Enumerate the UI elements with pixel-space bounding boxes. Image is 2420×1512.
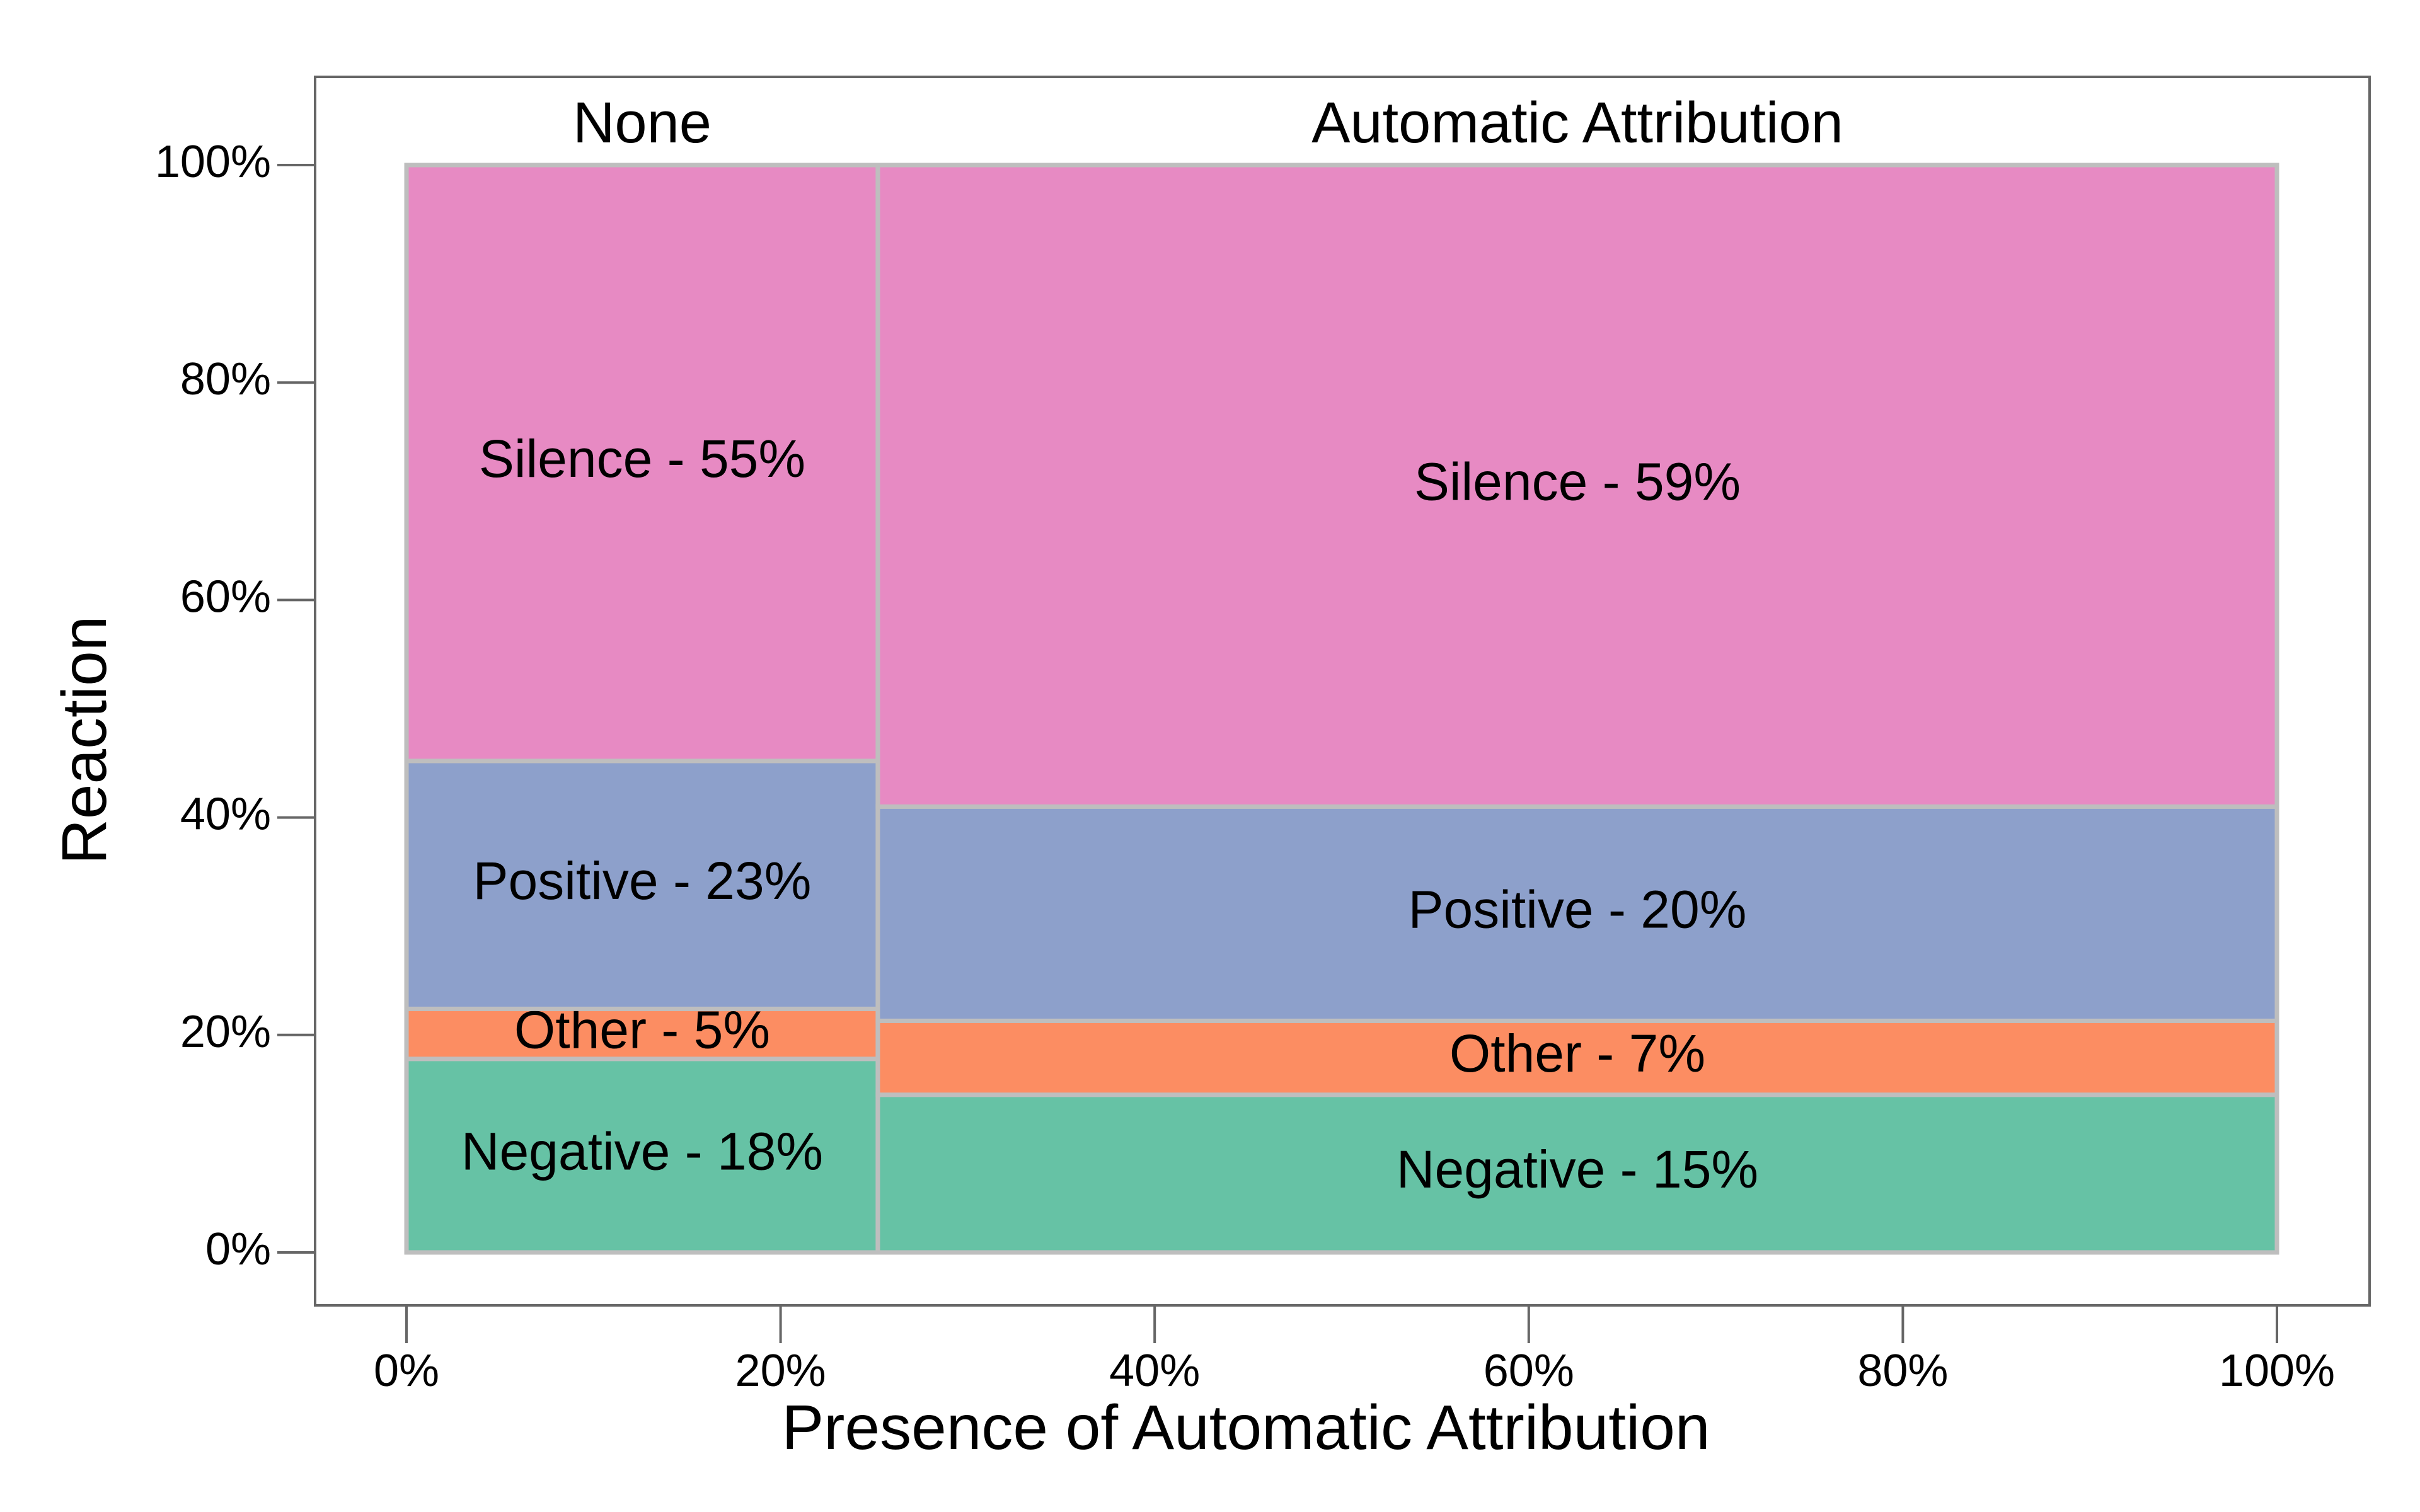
- mosaic-segments: Negative - 18%Other - 5%Positive - 23%Si…: [404, 163, 2279, 1255]
- segment-label-silence-col-0: Silence - 55%: [479, 429, 805, 488]
- segment-label-negative-col-1: Negative - 15%: [1397, 1140, 1758, 1199]
- column-label-1: Automatic Attribution: [1311, 91, 1843, 155]
- segment-negative-col-1: [875, 1092, 2279, 1255]
- segment-label-other-col-1: Other - 7%: [1449, 1024, 1705, 1083]
- y-tick-label: 0%: [205, 1224, 271, 1274]
- x-tick-label: 60%: [1484, 1346, 1574, 1396]
- segment-other-col-0: [404, 1006, 880, 1062]
- plot-frame: [314, 76, 2371, 1307]
- x-tick-label: 100%: [2219, 1346, 2335, 1396]
- segment-silence-col-1: [875, 163, 2279, 809]
- segment-label-positive-col-1: Positive - 20%: [1409, 880, 1747, 939]
- y-tick-label: 40%: [180, 789, 271, 840]
- y-tick-label: 100%: [155, 137, 271, 187]
- segment-label-negative-col-0: Negative - 18%: [461, 1122, 823, 1181]
- y-tick-label: 80%: [180, 354, 271, 404]
- x-tick-label: 0%: [374, 1346, 439, 1396]
- x-tick-label: 40%: [1109, 1346, 1200, 1396]
- x-tick-label: 80%: [1857, 1346, 1948, 1396]
- segment-positive-col-0: [404, 759, 880, 1011]
- segment-silence-col-0: [404, 163, 880, 764]
- segment-label-silence-col-1: Silence - 59%: [1414, 452, 1741, 511]
- column-labels: None Automatic Attribution: [573, 91, 1843, 155]
- y-tick-label: 20%: [180, 1007, 271, 1057]
- column-label-0: None: [573, 91, 712, 155]
- x-axis-title: Presence of Automatic Attribution: [781, 1392, 1710, 1463]
- y-axis-title: Reaction: [49, 616, 120, 865]
- y-tick-label: 60%: [180, 571, 271, 622]
- segment-positive-col-1: [875, 804, 2279, 1023]
- x-tick-label: 20%: [735, 1346, 826, 1396]
- x-axis: 0% 20% 40% 60% 80% 100%: [374, 1305, 2335, 1396]
- segment-label-positive-col-0: Positive - 23%: [473, 851, 812, 910]
- segment-other-col-1: [875, 1018, 2279, 1097]
- y-axis: 0% 20% 40% 60% 80% 100%: [155, 137, 315, 1274]
